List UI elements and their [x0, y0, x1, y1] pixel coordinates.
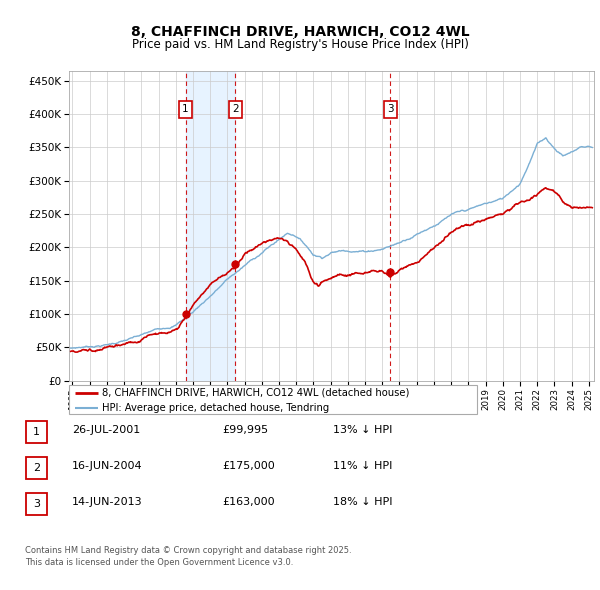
Text: 8, CHAFFINCH DRIVE, HARWICH, CO12 4WL: 8, CHAFFINCH DRIVE, HARWICH, CO12 4WL: [131, 25, 469, 39]
Text: £163,000: £163,000: [222, 497, 275, 507]
Text: 16-JUN-2004: 16-JUN-2004: [72, 461, 143, 471]
Text: HPI: Average price, detached house, Tendring: HPI: Average price, detached house, Tend…: [103, 403, 330, 412]
Text: 26-JUL-2001: 26-JUL-2001: [72, 425, 140, 435]
Text: 3: 3: [387, 104, 394, 114]
FancyBboxPatch shape: [26, 421, 47, 443]
Text: 18% ↓ HPI: 18% ↓ HPI: [333, 497, 392, 507]
Text: 8, CHAFFINCH DRIVE, HARWICH, CO12 4WL (detached house): 8, CHAFFINCH DRIVE, HARWICH, CO12 4WL (d…: [103, 388, 410, 398]
Text: 3: 3: [33, 499, 40, 509]
Text: 1: 1: [182, 104, 189, 114]
Text: 14-JUN-2013: 14-JUN-2013: [72, 497, 143, 507]
Text: 11% ↓ HPI: 11% ↓ HPI: [333, 461, 392, 471]
Text: Contains HM Land Registry data © Crown copyright and database right 2025.
This d: Contains HM Land Registry data © Crown c…: [25, 546, 352, 567]
Bar: [185, 71, 235, 381]
Text: £99,995: £99,995: [222, 425, 268, 435]
Text: £175,000: £175,000: [222, 461, 275, 471]
Text: 13% ↓ HPI: 13% ↓ HPI: [333, 425, 392, 435]
Text: 1: 1: [33, 427, 40, 437]
FancyBboxPatch shape: [26, 457, 47, 479]
FancyBboxPatch shape: [26, 493, 47, 515]
FancyBboxPatch shape: [69, 385, 477, 414]
Text: 2: 2: [232, 104, 239, 114]
Text: Price paid vs. HM Land Registry's House Price Index (HPI): Price paid vs. HM Land Registry's House …: [131, 38, 469, 51]
Text: 2: 2: [33, 463, 40, 473]
